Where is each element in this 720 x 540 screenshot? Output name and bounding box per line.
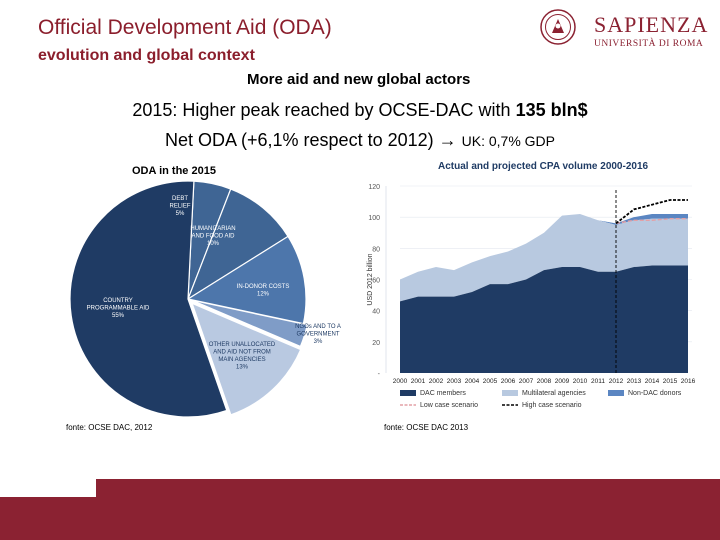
pie-label-6: COUNTRY PROGRAMMABLE AID 55% <box>87 298 150 319</box>
pie-label-4: NGOs AND TO A GOVERNMENT 3% <box>295 324 341 345</box>
logo-name: SAPIENZA <box>594 12 708 37</box>
pie-slice-3 <box>186 235 307 325</box>
high-case-scenario-line <box>615 199 688 225</box>
slide-title: Official Development Aid (ODA) <box>38 16 332 39</box>
footer-bar <box>0 479 720 540</box>
y-tick-label: 80 <box>372 246 380 253</box>
y-tick-label: 120 <box>368 184 380 191</box>
pie-source: fonte: OCSE DAC, 2012 <box>66 423 153 432</box>
legend-item: High case scenario <box>502 402 582 409</box>
pie-slice-2 <box>186 188 289 301</box>
x-tick-label: 2008 <box>537 378 552 385</box>
y-tick-label: 40 <box>372 309 380 316</box>
y-tick-label: 100 <box>368 215 380 222</box>
x-tick-label: 2007 <box>519 378 534 385</box>
pie-label-2: HUMANITARIAN AND FOOD AID 10% <box>190 226 235 247</box>
seal-icon <box>540 9 576 45</box>
x-tick-label: 2006 <box>501 378 516 385</box>
headline-line-1-text: 2015: Higher peak reached by OCSE-DAC wi… <box>132 100 516 120</box>
pie-slice-5 <box>191 302 302 416</box>
x-tick-label: 2009 <box>555 378 570 385</box>
pie-label-3: IN-DONOR COSTS 12% <box>237 284 290 298</box>
x-tick-label: 2003 <box>447 378 462 385</box>
area-chart-title: Actual and projected CPA volume 2000-201… <box>438 161 649 172</box>
headline-line-2: Net ODA (+6,1% respect to 2012) → UK: 0,… <box>0 130 720 151</box>
x-tick-label: 2001 <box>411 378 426 385</box>
x-tick-label: 2004 <box>465 378 480 385</box>
svg-text:Low case scenario: Low case scenario <box>420 402 478 409</box>
svg-text:High case scenario: High case scenario <box>522 402 582 409</box>
tagline: More aid and new global actors <box>247 71 471 88</box>
legend-item: Multilateral agencies <box>502 390 586 397</box>
x-tick-label: 2011 <box>591 378 605 385</box>
headline-line-1-bold: 135 bln$ <box>515 100 588 120</box>
low-case-scenario-line <box>615 218 688 225</box>
legend-item: Non-DAC donors <box>608 390 682 397</box>
x-tick-label: 2016 <box>681 378 696 385</box>
x-tick-label: 2014 <box>645 378 660 385</box>
x-tick-label: 2000 <box>393 378 408 385</box>
y-tick-label: 20 <box>372 340 380 347</box>
svg-text:DAC members: DAC members <box>420 390 466 397</box>
legend-item: Low case scenario <box>400 402 478 409</box>
x-tick-label: 2010 <box>573 378 588 385</box>
svg-text:Multilateral agencies: Multilateral agencies <box>522 390 586 397</box>
footer-notch <box>0 479 96 497</box>
x-tick-label: 2002 <box>429 378 444 385</box>
x-tick-label: 2012 <box>609 378 624 385</box>
pie-label-5: OTHER UNALLOCATED AND AID NOT FROM MAIN AG… <box>209 342 276 371</box>
logo-subtitle: UNIVERSITÀ DI ROMA <box>594 37 703 49</box>
headline-line-2-uk: UK: 0,7% GDP <box>461 133 555 149</box>
legend-item: DAC members <box>400 390 466 397</box>
y-axis-label: USD 2012 billion <box>367 253 374 305</box>
area-source: fonte: OCSE DAC 2013 <box>384 423 469 432</box>
y-tick-label: 60 <box>372 278 380 285</box>
area-chart: Actual and projected CPA volume 2000-201… <box>367 161 696 409</box>
x-tick-label: 2005 <box>483 378 498 385</box>
pie-slice-6 <box>69 180 228 418</box>
pie-label-1: DEBT RELIEF 5% <box>169 196 190 217</box>
sapienza-logo: SAPIENZA UNIVERSITÀ DI ROMA <box>538 6 714 52</box>
headline-line-2-text: Net ODA (+6,1% respect to 2012) → <box>164 130 462 150</box>
svg-text:Non-DAC donors: Non-DAC donors <box>628 390 682 397</box>
pie-chart-title: ODA in the 2015 <box>132 165 216 177</box>
pie-chart: DEBT RELIEF 5%HUMANITARIAN AND FOOD AID 10% I… <box>69 180 341 418</box>
y-tick-label: - <box>378 371 381 378</box>
x-tick-label: 2015 <box>663 378 678 385</box>
pie-slice-4 <box>191 299 308 348</box>
slide-subtitle: evolution and global context <box>38 47 255 64</box>
headline-line-1: 2015: Higher peak reached by OCSE-DAC wi… <box>0 100 720 121</box>
x-tick-label: 2013 <box>627 378 642 385</box>
